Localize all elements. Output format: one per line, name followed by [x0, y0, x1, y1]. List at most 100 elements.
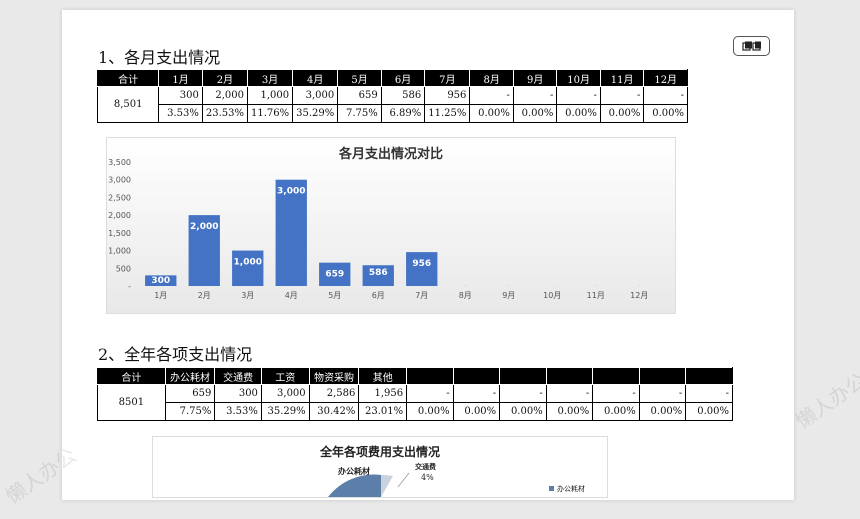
x-tick-label: 10月 — [543, 291, 561, 300]
bar-data-label: 586 — [369, 268, 388, 278]
y-tick-label: 3,000 — [108, 176, 131, 185]
percent-cell: 0.00% — [469, 104, 514, 123]
column-header: 6月 — [380, 69, 426, 87]
column-header: 1月 — [158, 69, 203, 87]
x-tick-label: 12月 — [630, 291, 648, 300]
value-cell: 956 — [424, 86, 471, 105]
column-header: 7月 — [424, 69, 471, 87]
table-value-row: 8,501 300 2,000 1,000 3,000 659 586 956- - - - - — [96, 86, 688, 123]
value-cell: - — [469, 86, 514, 105]
column-header: 4月 — [292, 69, 339, 87]
value-cell: - — [545, 384, 594, 403]
column-header — [638, 367, 687, 385]
y-tick-label: 500 — [116, 264, 131, 273]
percent-cell: 3.53% — [214, 402, 262, 421]
column-header — [499, 367, 547, 385]
bar — [551, 285, 554, 286]
value-cell: 300 — [214, 384, 262, 403]
percent-cell: 0.00% — [406, 402, 454, 421]
column-header — [452, 367, 501, 385]
x-tick-label: 7月 — [415, 291, 428, 300]
percent-cell: 11.76% — [246, 104, 294, 123]
leader-line — [397, 472, 410, 488]
x-tick-label: 6月 — [372, 291, 385, 300]
percent-cell: 23.53% — [201, 104, 248, 123]
pie-slice — [381, 474, 393, 497]
percent-cell: 0.00% — [512, 104, 558, 123]
value-cell: - — [685, 384, 733, 403]
column-header — [592, 367, 640, 385]
percent-cell: 0.00% — [638, 402, 687, 421]
pie-label: 办公耗材 — [338, 466, 370, 476]
bar — [594, 285, 597, 286]
percent-cell: 7.75% — [337, 104, 382, 123]
x-tick-label: 5月 — [328, 291, 341, 300]
legend-label: 办公耗材 — [557, 484, 585, 493]
value-cell: - — [499, 384, 547, 403]
percent-cell: 0.00% — [592, 402, 640, 421]
column-header: 11月 — [599, 69, 645, 87]
section2-title: 2、全年各项支出情况 — [98, 345, 253, 364]
bar — [507, 285, 510, 286]
percent-cell: 0.00% — [643, 104, 688, 123]
value-cell: 659 — [164, 384, 216, 403]
total-cell: 8,501 — [96, 86, 160, 123]
copy-button[interactable] — [733, 36, 770, 56]
percent-cell: 0.00% — [545, 402, 594, 421]
pie-percent-label: 4% — [421, 473, 434, 482]
bar — [145, 275, 177, 286]
bar-data-label: 1,000 — [234, 258, 262, 268]
value-cell: 3,000 — [260, 384, 310, 403]
y-tick-label: 3,500 — [108, 158, 131, 167]
value-cell: 659 — [337, 86, 382, 105]
bar — [188, 215, 220, 286]
bar — [275, 179, 307, 286]
bar — [638, 285, 641, 286]
value-cell: 586 — [380, 86, 426, 105]
column-header: 合计 — [96, 69, 160, 87]
percent-cell: 3.53% — [158, 104, 203, 123]
value-cell: - — [638, 384, 687, 403]
bar-data-label: 3,000 — [277, 187, 305, 197]
monthly-expense-table: 合计 1月 2月 3月 4月 5月 6月 7月 8月 9月 10月 11月 12月 8,501 300 2,… — [96, 69, 688, 123]
bar-data-label: 659 — [325, 270, 344, 280]
column-header: 12月 — [643, 69, 688, 87]
value-cell: 3,000 — [292, 86, 339, 105]
column-header: 工资 — [260, 367, 310, 385]
y-tick-label: 2,000 — [108, 211, 131, 220]
percent-cell: 0.00% — [452, 402, 501, 421]
column-header: 5月 — [337, 69, 382, 87]
column-header: 物资采购 — [308, 367, 360, 385]
percent-cell: 11.25% — [424, 104, 471, 123]
value-cell: 2,000 — [201, 86, 248, 105]
x-tick-label: 3月 — [241, 291, 254, 300]
column-header: 交通费 — [214, 367, 262, 385]
pie-label: 交通费 — [415, 462, 436, 471]
bar — [232, 250, 264, 286]
column-header: 其他 — [358, 367, 408, 385]
percent-cell: 0.00% — [556, 104, 601, 123]
column-header — [545, 367, 594, 385]
x-tick-label: 1月 — [154, 291, 167, 300]
y-tick-label: 1,500 — [108, 229, 131, 238]
category-pie-chart: 全年各项费用支出情况办公耗材 交通费 4% 办公耗材 — [152, 436, 608, 498]
chart-title: 全年各项费用支出情况 — [319, 444, 440, 459]
y-tick-label: - — [128, 282, 131, 291]
table-percent-row: 3.53% 23.53% 11.76% 35.29% 7.75% 6.89% 11.25% 0… — [98, 104, 688, 123]
column-header: 8月 — [469, 69, 514, 87]
percent-cell: 6.89% — [380, 104, 426, 123]
column-header: 办公耗材 — [164, 367, 216, 385]
column-header: 合计 — [97, 367, 166, 385]
total-cell: 8501 — [97, 384, 166, 421]
value-cell: 1,000 — [246, 86, 294, 105]
bar — [362, 265, 394, 286]
legend-marker — [549, 486, 554, 491]
column-header: 10月 — [556, 69, 601, 87]
value-cell: - — [452, 384, 501, 403]
x-tick-label: 8月 — [459, 291, 472, 300]
chart-title: 各月支出情况对比 — [338, 146, 443, 162]
value-cell: - — [406, 384, 454, 403]
column-header — [406, 367, 454, 385]
percent-cell: 23.01% — [358, 402, 408, 421]
value-cell: - — [592, 384, 640, 403]
